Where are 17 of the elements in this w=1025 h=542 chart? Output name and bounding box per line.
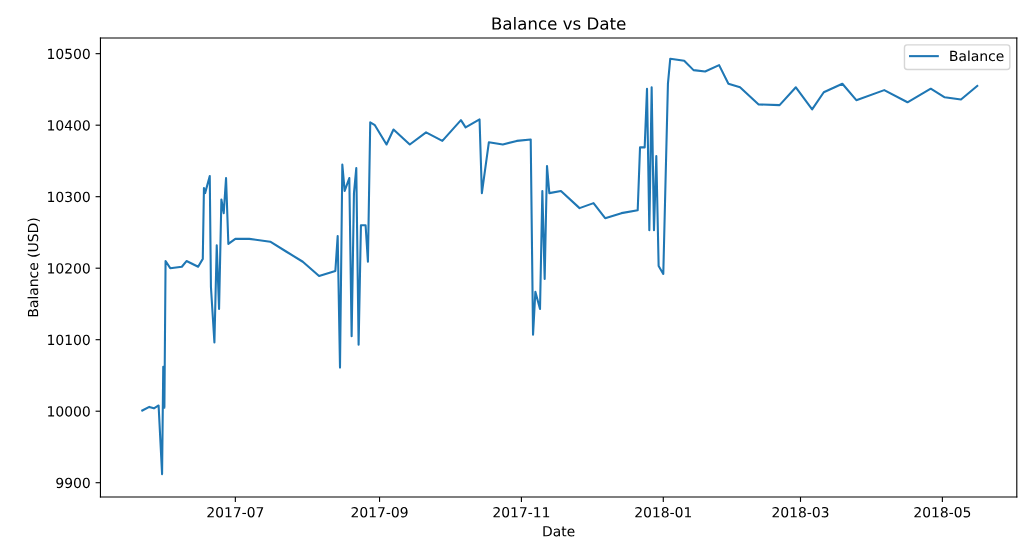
y-tick-label: 10000	[48, 406, 90, 417]
x-tick-label: 2018-01	[635, 506, 692, 518]
y-axis-title: Balance (USD)	[27, 218, 40, 317]
legend-label: Balance	[950, 50, 1004, 62]
y-tick-label: 10200	[48, 263, 90, 274]
y-tick-label: 9900	[56, 477, 90, 489]
y-tick-label: 10500	[48, 48, 90, 60]
chart-title: Balance vs Date	[492, 16, 626, 30]
x-tick-label: 2017-07	[207, 506, 264, 518]
y-tick-label: 10100	[48, 334, 90, 346]
x-tick-label: 2018-05	[914, 506, 971, 518]
x-axis-title: Date	[543, 526, 575, 537]
x-tick-label: 2017-11	[493, 506, 550, 518]
y-tick-label: 10300	[48, 191, 90, 203]
x-tick-label: 2017-09	[351, 506, 408, 518]
x-tick-label: 2018-03	[772, 506, 829, 518]
y-tick-label: 10400	[48, 120, 90, 131]
